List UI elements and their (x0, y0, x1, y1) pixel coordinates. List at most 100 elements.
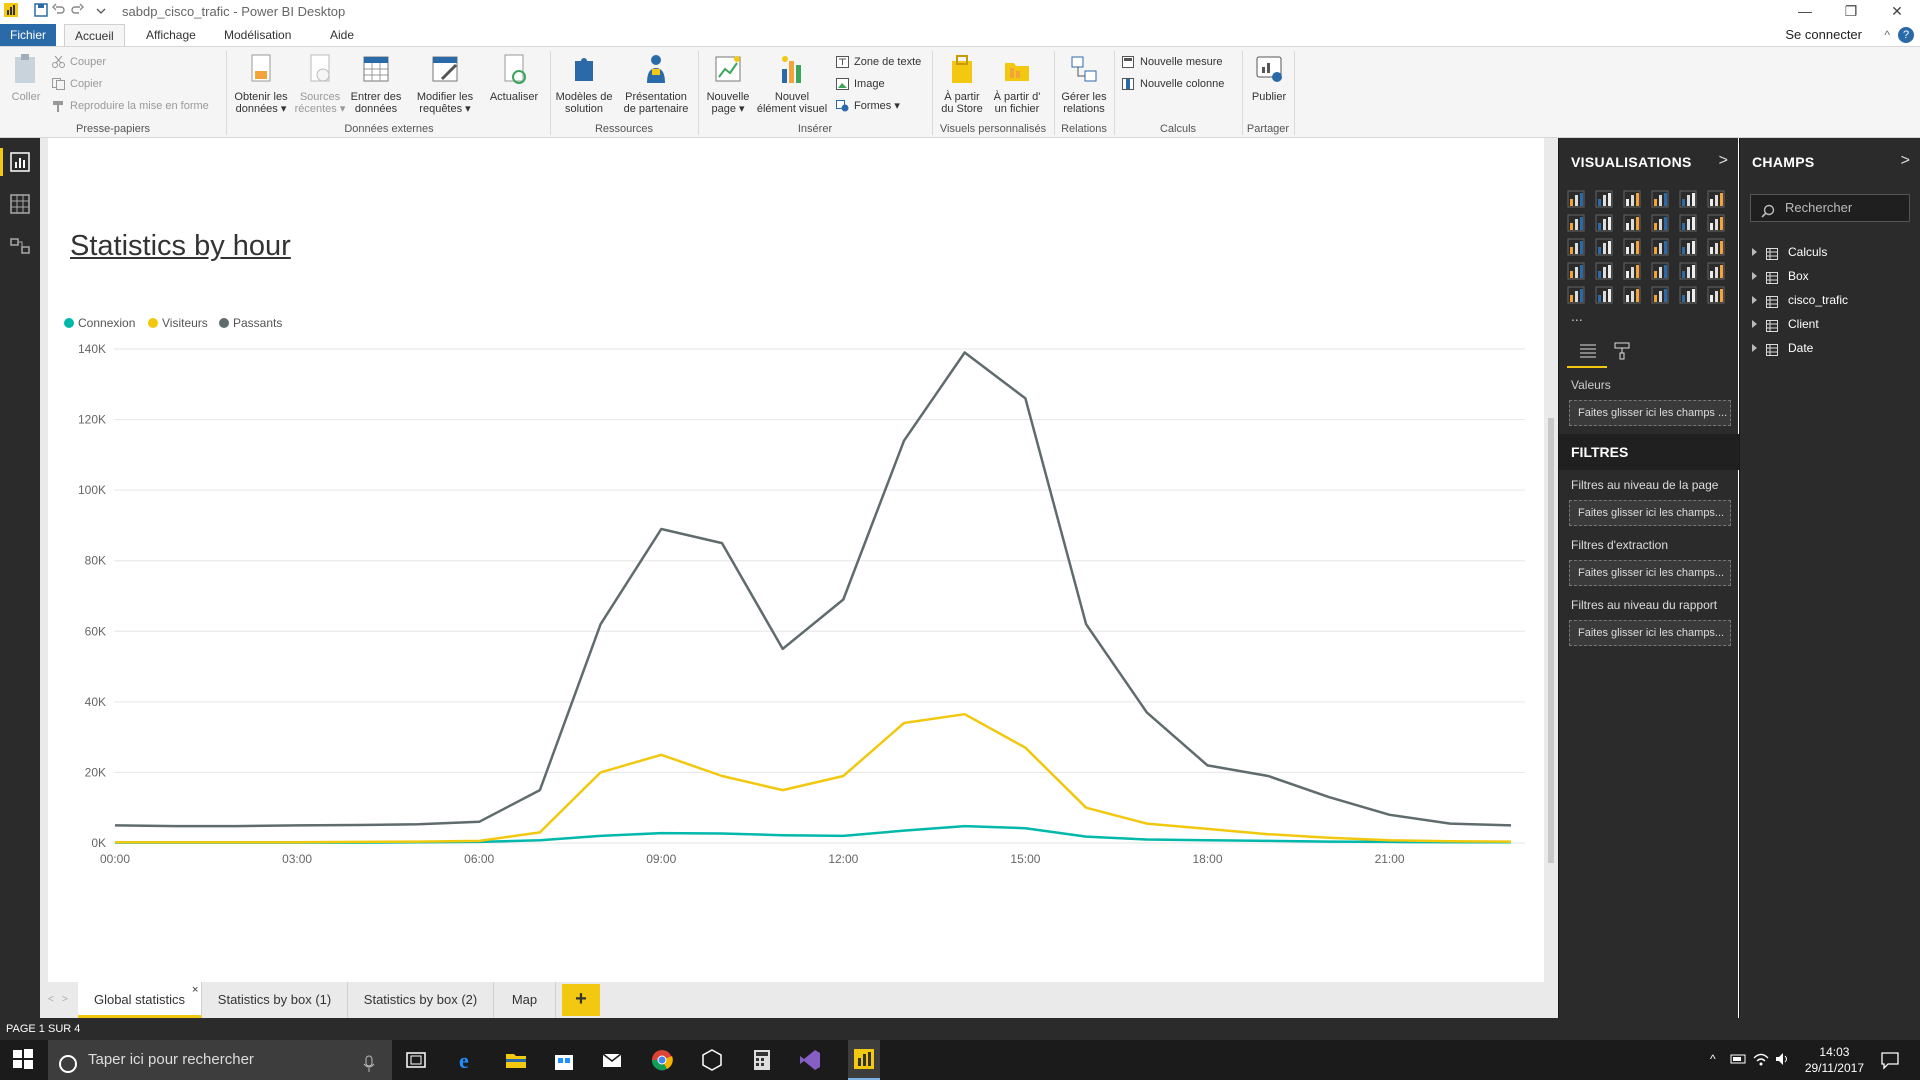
treemap-visual-icon[interactable] (1679, 238, 1697, 256)
card-visual-icon[interactable] (1651, 262, 1669, 280)
show-hidden-icons-icon[interactable]: ^ (1710, 1052, 1716, 1066)
page-tab-global-statistics[interactable]: Global statistics (78, 982, 202, 1018)
enter-data-button[interactable]: Entrer des données (348, 53, 404, 115)
funnel-visual-icon[interactable] (1595, 262, 1613, 280)
collapse-fields-icon[interactable]: > (1900, 152, 1910, 169)
field-table-client[interactable]: Client (1752, 314, 1819, 334)
solution-templates-button[interactable]: Modèles de solution (552, 53, 616, 115)
clustered-bar-visual-icon[interactable] (1623, 190, 1641, 208)
values-drop-well[interactable]: Faites glisser ici les champs ... (1569, 400, 1731, 426)
help-icon[interactable]: ? (1898, 27, 1914, 43)
legend-item-passants[interactable]: Passants (219, 316, 282, 330)
prev-page-arrow-icon[interactable]: < (48, 994, 54, 1005)
paste-button[interactable]: Coller (8, 53, 44, 103)
scatter-visual-icon[interactable] (1595, 238, 1613, 256)
matrix-visual-icon[interactable] (1623, 286, 1641, 304)
tab-affichage[interactable]: Affichage (146, 28, 196, 42)
new-page-button[interactable]: Nouvelle page ▾ (700, 53, 756, 115)
series-line-visiteurs[interactable] (115, 712, 1512, 844)
chart-title[interactable]: Statistics by hour (70, 230, 291, 262)
wifi-icon[interactable] (1752, 1050, 1770, 1068)
taskbar-clock[interactable]: 14:03 29/11/2017 (1804, 1045, 1864, 1075)
series-line-connexion[interactable] (115, 824, 1511, 844)
globe-visual-icon[interactable] (1679, 286, 1697, 304)
stacked-bar-visual-icon[interactable] (1567, 190, 1585, 208)
undo-icon[interactable] (52, 3, 70, 21)
redo-icon[interactable] (70, 3, 88, 21)
table-visual-icon[interactable] (1595, 286, 1613, 304)
gauge-visual-icon[interactable] (1623, 262, 1641, 280)
page-tab-map[interactable]: Map (494, 982, 556, 1018)
powerbi-taskbar-icon[interactable] (848, 1040, 880, 1080)
fields-search-input[interactable]: Rechercher (1750, 194, 1910, 222)
fields-tab[interactable] (1567, 336, 1607, 368)
100-column-visual-icon[interactable] (1707, 190, 1725, 208)
sign-in-link[interactable]: Se connecter (1785, 27, 1862, 42)
r-script-visual-icon[interactable] (1651, 286, 1669, 304)
close-tab-icon[interactable]: × (192, 984, 199, 996)
expand-caret-icon[interactable] (1752, 320, 1757, 328)
edit-queries-button[interactable]: Modifier les requêtes ▾ (412, 53, 478, 115)
windows-start-icon[interactable] (12, 1048, 36, 1072)
customize-qat-icon[interactable] (96, 3, 114, 21)
collapse-ribbon-icon[interactable]: ^ (1884, 28, 1890, 42)
report-filters-drop-well[interactable]: Faites glisser ici les champs... (1569, 620, 1731, 646)
relationships-view-icon[interactable] (10, 236, 30, 256)
copy-button[interactable]: Copier (50, 75, 102, 93)
partner-showcase-button[interactable]: Présentation de partenaire (618, 53, 694, 115)
minimize-button[interactable]: — (1798, 3, 1812, 19)
area-visual-icon[interactable] (1595, 214, 1613, 232)
series-line-passants[interactable] (114, 351, 1512, 828)
taskbar-search-input[interactable]: Taper ici pour rechercher (48, 1040, 392, 1080)
100-bar-visual-icon[interactable] (1679, 190, 1697, 208)
image-button[interactable]: Image (834, 75, 885, 93)
vertical-scrollbar[interactable] (1548, 418, 1554, 863)
arcgis-visual-icon[interactable] (1707, 286, 1725, 304)
filled-map-visual-icon[interactable] (1567, 262, 1585, 280)
page-tab-statistics-by-box-1[interactable]: Statistics by box (1) (202, 982, 348, 1018)
legend-item-visiteurs[interactable]: Visiteurs (148, 316, 208, 330)
report-view-icon[interactable] (10, 152, 30, 172)
expand-caret-icon[interactable] (1752, 272, 1757, 280)
file-explorer-icon[interactable] (504, 1048, 528, 1072)
new-column-button[interactable]: Nouvelle colonne (1120, 75, 1224, 93)
drillthrough-filters-drop-well[interactable]: Faites glisser ici les champs... (1569, 560, 1731, 586)
map-visual-icon[interactable] (1707, 238, 1725, 256)
data-view-icon[interactable] (10, 194, 30, 214)
ribbon-visual-icon[interactable] (1707, 214, 1725, 232)
unity-icon[interactable] (700, 1048, 724, 1072)
get-data-button[interactable]: Obtenir les données ▾ (230, 53, 292, 115)
format-paint-roller-icon[interactable] (1613, 342, 1631, 363)
more-visuals-button[interactable]: ... (1571, 308, 1583, 324)
field-table-date[interactable]: Date (1752, 338, 1813, 358)
format-painter-button[interactable]: Reproduire la mise en forme (50, 97, 209, 115)
task-view-icon[interactable] (404, 1048, 428, 1072)
next-page-arrow-icon[interactable]: > (62, 994, 68, 1005)
restore-button[interactable]: ❐ (1844, 3, 1858, 19)
tab-accueil[interactable]: Accueil (64, 24, 125, 46)
expand-caret-icon[interactable] (1752, 296, 1757, 304)
notifications-icon[interactable] (1880, 1050, 1900, 1070)
close-button[interactable]: ✕ (1891, 3, 1903, 19)
collapse-visualizations-icon[interactable]: > (1718, 152, 1728, 169)
refresh-button[interactable]: Actualiser (484, 53, 544, 103)
field-table-box[interactable]: Box (1752, 266, 1809, 286)
line-column-visual-icon[interactable] (1651, 214, 1669, 232)
volume-icon[interactable] (1774, 1050, 1792, 1068)
store-bag-icon[interactable] (552, 1048, 576, 1072)
cut-button[interactable]: Couper (50, 53, 106, 71)
calculator-app-icon[interactable] (750, 1048, 774, 1072)
expand-caret-icon[interactable] (1752, 344, 1757, 352)
tab-aide[interactable]: Aide (330, 28, 355, 42)
microphone-icon[interactable] (362, 1050, 376, 1090)
clustered-column-visual-icon[interactable] (1651, 190, 1669, 208)
page-filters-drop-well[interactable]: Faites glisser ici les champs... (1569, 500, 1731, 526)
slicer-visual-icon[interactable] (1567, 286, 1585, 304)
stacked-column-visual-icon[interactable] (1595, 190, 1613, 208)
pie-visual-icon[interactable] (1623, 238, 1641, 256)
chrome-icon[interactable] (650, 1048, 674, 1072)
line-visual-icon[interactable] (1567, 214, 1585, 232)
recent-sources-button[interactable]: Sources récentes ▾ (294, 53, 346, 115)
legend-item-connexion[interactable]: Connexion (64, 316, 135, 330)
shapes-button[interactable]: Formes ▾ (834, 97, 900, 115)
